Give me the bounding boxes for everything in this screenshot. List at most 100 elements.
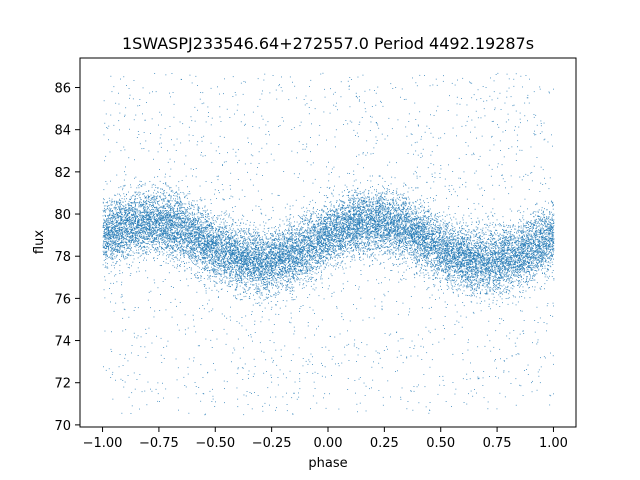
data-point xyxy=(349,217,351,219)
data-point xyxy=(196,144,198,146)
data-point xyxy=(323,229,325,231)
data-point xyxy=(490,175,492,177)
data-point xyxy=(309,254,311,256)
data-point xyxy=(415,228,417,230)
data-point xyxy=(374,229,375,231)
data-point xyxy=(269,282,271,284)
data-point xyxy=(469,267,471,269)
data-point xyxy=(522,290,524,291)
data-point xyxy=(134,192,136,194)
data-point xyxy=(182,225,184,227)
data-point xyxy=(413,259,415,261)
data-point xyxy=(402,232,404,234)
data-point xyxy=(353,129,355,131)
data-point xyxy=(163,242,164,244)
data-point xyxy=(541,224,543,226)
data-point xyxy=(165,197,167,199)
data-point xyxy=(143,242,145,243)
data-point xyxy=(413,236,415,237)
data-point xyxy=(472,288,474,290)
data-point xyxy=(233,295,234,297)
data-point xyxy=(475,274,477,276)
data-point xyxy=(121,246,123,248)
data-point xyxy=(373,361,374,363)
data-point xyxy=(213,242,215,244)
data-point xyxy=(250,257,252,258)
data-point xyxy=(546,244,547,246)
data-point xyxy=(127,247,129,249)
data-point xyxy=(345,233,347,235)
data-point xyxy=(250,272,252,274)
data-point xyxy=(419,176,421,178)
data-point xyxy=(429,366,431,368)
data-point xyxy=(507,285,509,287)
data-point xyxy=(553,222,555,224)
data-point xyxy=(374,254,376,256)
data-point xyxy=(141,202,142,204)
data-point xyxy=(400,398,402,400)
data-point xyxy=(127,230,129,232)
data-point xyxy=(531,180,533,182)
data-point xyxy=(384,213,386,215)
data-point xyxy=(188,140,190,142)
data-point xyxy=(286,260,287,261)
data-point xyxy=(457,243,459,245)
data-point xyxy=(501,225,502,227)
data-point xyxy=(477,280,479,282)
data-point xyxy=(379,205,381,207)
data-point xyxy=(377,227,379,229)
data-point xyxy=(553,88,554,90)
data-point xyxy=(496,274,498,275)
data-point xyxy=(421,230,423,232)
data-point xyxy=(295,246,296,248)
data-point xyxy=(510,96,512,98)
data-point xyxy=(273,284,274,286)
data-point xyxy=(346,219,348,221)
data-point xyxy=(232,352,234,354)
data-point xyxy=(544,222,545,224)
data-point xyxy=(108,232,109,233)
data-point xyxy=(483,263,485,265)
data-point xyxy=(371,201,373,203)
data-point xyxy=(354,339,356,341)
data-point xyxy=(288,268,290,269)
data-point xyxy=(245,273,247,275)
data-point xyxy=(133,232,134,233)
data-point xyxy=(309,86,310,87)
data-point xyxy=(247,171,248,173)
data-point xyxy=(392,231,394,232)
data-point xyxy=(387,228,389,229)
data-point xyxy=(466,271,468,273)
data-point xyxy=(456,256,458,258)
data-point xyxy=(142,203,144,205)
data-point xyxy=(185,249,187,251)
data-point xyxy=(475,270,477,272)
data-point xyxy=(308,240,310,242)
data-point xyxy=(236,287,237,289)
data-point xyxy=(110,203,112,205)
data-point xyxy=(331,256,333,258)
data-point xyxy=(204,241,206,242)
data-point xyxy=(331,172,332,173)
data-point xyxy=(191,256,193,258)
data-point xyxy=(134,241,136,242)
data-point xyxy=(303,254,305,256)
data-point xyxy=(274,296,276,298)
data-point xyxy=(419,74,421,76)
data-point xyxy=(342,219,344,221)
data-point xyxy=(277,290,279,292)
data-point xyxy=(274,242,275,244)
data-point xyxy=(178,233,180,235)
data-point xyxy=(257,286,259,288)
data-point xyxy=(256,262,258,263)
data-point xyxy=(271,276,273,278)
data-point xyxy=(294,85,296,87)
data-point xyxy=(222,257,224,259)
data-point xyxy=(431,294,433,296)
data-point xyxy=(292,250,294,252)
data-point xyxy=(493,296,495,298)
data-point xyxy=(351,218,353,220)
data-point xyxy=(124,230,126,232)
data-point xyxy=(406,212,408,214)
data-point xyxy=(289,264,291,266)
